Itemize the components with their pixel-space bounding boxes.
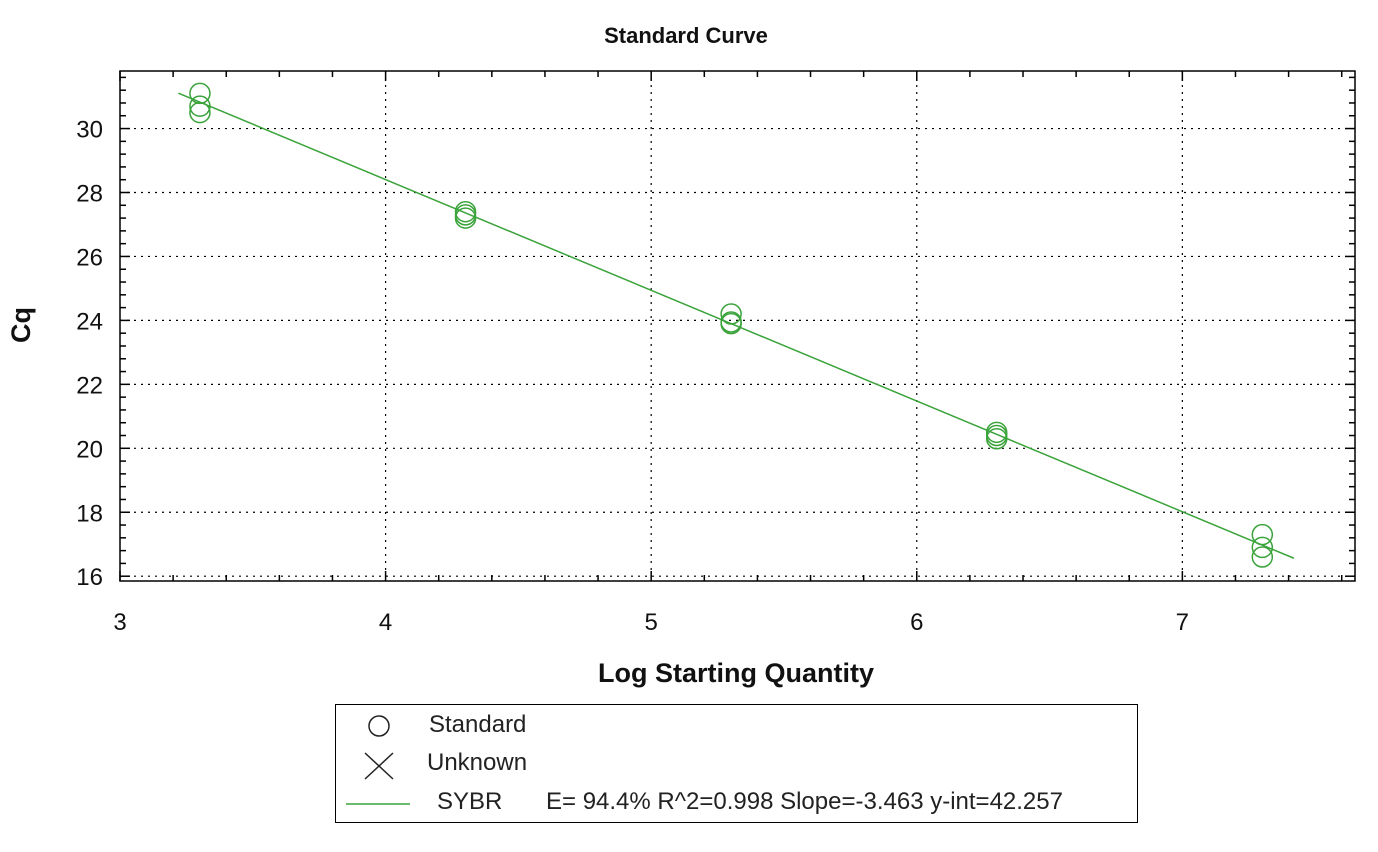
legend-item-standard: Standard [336,707,1137,743]
y-tick-label: 16 [76,564,103,591]
x-tick-label: 5 [645,609,658,636]
data-point [1251,523,1274,546]
chart-title: Standard Curve [604,23,768,48]
x-tick-label: 3 [113,609,126,636]
data-point [720,303,742,325]
legend-label-unknown: Unknown [427,749,528,776]
legend-item-sybr: SYBR E= 94.4% R^2=0.998 Slope=-3.463 y-i… [336,785,1137,821]
y-tick-label: 26 [76,244,103,271]
y-axis-label: Cq [6,307,36,343]
legend: Standard Unknown SYBR E= 94.4% R^2=0.998… [335,704,1138,823]
plot-frame [119,70,1356,582]
y-tick-label: 22 [76,372,103,399]
y-tick-label: 24 [76,308,103,335]
x-axis-label: Log Starting Quantity [598,658,874,688]
y-tick-label: 30 [76,117,103,144]
y-tick-label: 20 [76,436,103,463]
line-marker-icon [346,803,410,805]
x-tick-label: 6 [910,609,923,636]
legend-item-unknown: Unknown [336,745,1137,781]
grid-lines [120,71,1355,581]
fit-line-layer [178,92,1295,559]
data-point [189,95,211,117]
x-tick-label: 4 [379,609,392,636]
data-point [985,427,1008,450]
y-tick-label: 28 [76,181,103,208]
data-point [720,312,742,335]
x-marker-icon [364,752,394,780]
legend-label-standard: Standard [429,711,527,738]
data-points [189,82,1274,568]
x-tick-label: 7 [1176,609,1189,636]
data-point [454,207,477,229]
data-point [1251,536,1274,559]
data-point [1251,546,1274,568]
legend-label-sybr: SYBR [437,788,503,815]
axes [119,70,1356,582]
tick-labels: 3 4 5 6 7 16 18 20 22 24 26 28 30 [76,117,1189,636]
circle-marker-icon [368,715,390,737]
data-point [189,82,211,105]
fit-line [178,92,1295,559]
legend-fit-stats: E= 94.4% R^2=0.998 Slope=-3.463 y-int=42… [546,788,1063,815]
y-tick-label: 18 [76,500,103,527]
data-point [189,101,211,124]
